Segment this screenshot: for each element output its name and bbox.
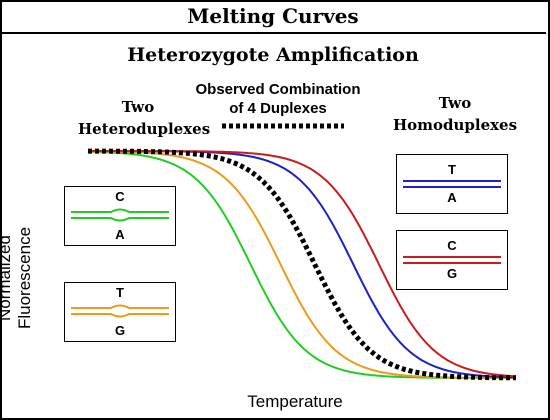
observed-label-line1: Observed Combination xyxy=(195,81,361,98)
heteroduplex-label-line2: Heteroduplexes xyxy=(78,120,211,138)
inset-c-g-strands xyxy=(403,256,501,264)
inset-t-g-top-base: T xyxy=(116,285,124,300)
figure-subtitle: Heterozygote Amplification xyxy=(127,44,419,66)
inset-c-a-strands xyxy=(71,208,169,222)
melting-curve-observed xyxy=(88,148,516,381)
inset-c-g-top-base: C xyxy=(447,238,457,253)
heteroduplex-label-line1: Two xyxy=(121,98,155,116)
strand-bottom xyxy=(71,313,169,318)
strand-top xyxy=(71,304,169,309)
homoduplex-label-line2: Homoduplexes xyxy=(392,116,518,134)
inset-t-a-strands xyxy=(403,180,501,188)
inset-t-g-bottom-base: G xyxy=(114,323,126,338)
homoduplex-label-line1: Two xyxy=(438,94,472,112)
heteroduplex-label: Two Heteroduplexes xyxy=(78,96,211,140)
page-title: Melting Curves xyxy=(0,0,546,34)
observed-label-line2: of 4 Duplexes xyxy=(229,100,327,117)
homoduplex-label: Two Homoduplexes xyxy=(380,92,530,136)
x-axis-label: Temperature xyxy=(247,392,343,411)
inset-c-g-bottom-base: G xyxy=(446,266,458,281)
y-axis-label: Normalized Fluorescence xyxy=(0,226,34,330)
inset-c-g: C G xyxy=(396,230,508,290)
inset-c-a: C A xyxy=(64,186,176,246)
inset-c-a-top-base: C xyxy=(115,189,125,204)
curve-group xyxy=(88,148,517,381)
inset-t-a: T A xyxy=(396,154,508,214)
inset-t-a-top-base: T xyxy=(448,162,456,177)
observed-label: Observed Combination of 4 Duplexes xyxy=(178,80,378,118)
strand-bottom xyxy=(71,217,169,222)
inset-t-a-bottom-base: A xyxy=(447,190,457,205)
strand-top xyxy=(71,208,169,213)
inset-c-a-bottom-base: A xyxy=(115,227,125,242)
inset-t-g-strands xyxy=(71,304,169,318)
inset-t-g: T G xyxy=(64,282,176,342)
